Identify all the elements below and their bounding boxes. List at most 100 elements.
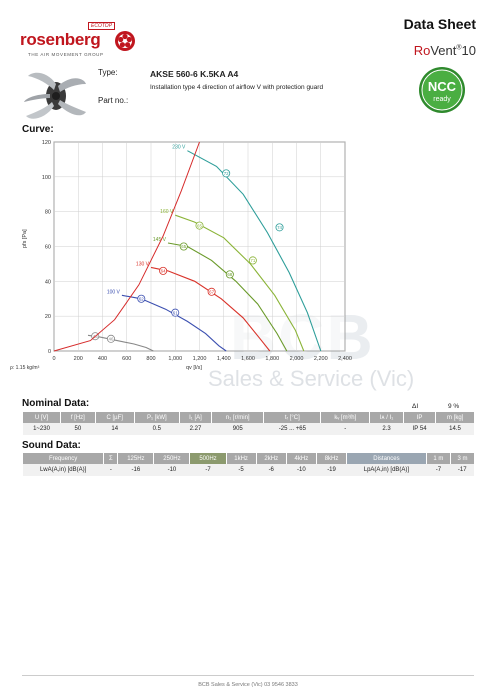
efficiency-marker-label: 65 [181, 244, 186, 249]
column-header: P₁ [kW] [133, 412, 180, 423]
column-header: kᵥ [m³/h] [320, 412, 370, 423]
x-tick-label: 1,200 [193, 356, 207, 362]
efficiency-marker-label: 62 [139, 296, 144, 301]
y-tick-label: 40 [45, 279, 51, 285]
table-cell: -7 [426, 464, 451, 476]
column-header: 4kHz [285, 453, 317, 464]
density-label: ρ: 1.15 kg/m³ [10, 365, 40, 371]
x-tick-label: 1,600 [241, 356, 255, 362]
column-header: 1 m [425, 453, 451, 464]
efficiency-marker [137, 294, 146, 303]
table-cell: 1~230 [22, 423, 61, 435]
y-tick-label: 120 [42, 140, 51, 146]
product-line: RoVent®10 [414, 43, 476, 58]
table-cell: 50 [60, 423, 96, 435]
table-cell: -10 [153, 464, 190, 476]
column-header: 125Hz [117, 453, 154, 464]
fan-wheel-icon [115, 31, 135, 51]
column-header: 8kHz [315, 453, 347, 464]
table-header-row: Frequency Σ 125Hz 250Hz 500Hz 1kHz 2kHz 4kHz 8kH… [21, 453, 474, 464]
table-cell: -10 [286, 464, 317, 476]
column-header: I₁ [A] [178, 412, 212, 423]
table-cell: 2.3 [369, 423, 404, 435]
column-header: IP [402, 412, 436, 423]
efficiency-marker [171, 308, 180, 317]
column-header: 3 m [450, 453, 474, 464]
efficiency-marker [106, 334, 115, 343]
type-value: AKSE 560-6 K.5KA A4 [150, 69, 239, 79]
efficiency-marker [207, 287, 216, 296]
footer-contact: BCB Sales & Service (Vic) 03 9546 3833 [198, 682, 298, 688]
efficiency-marker [275, 223, 284, 232]
efficiency-marker-label: 61 [173, 310, 178, 315]
column-header: Iᴀ / I₁ [369, 412, 404, 423]
x-tick-label: 2,200 [314, 356, 328, 362]
curve-heading: Curve: [22, 124, 54, 135]
series-label: 160 V [160, 209, 174, 215]
table-row: 1~230 50 14 0.5 2.27 905 -25 ... +65-2.3 IP 54 1… [22, 423, 474, 435]
efficiency-marker-label: 67 [209, 289, 214, 294]
column-header: Distances [346, 453, 427, 464]
column-header: n₁ [r/min] [211, 412, 264, 423]
x-tick-label: 0 [52, 356, 55, 362]
efficiency-marker-label: 72 [224, 171, 229, 176]
nominal-data-table: U [V] f [Hz] C [µF] P₁ [kW] I₁ [A] n₁ [r/min]… [21, 412, 474, 435]
column-header: C [µF] [94, 412, 135, 423]
series-label: 230 V [172, 145, 186, 151]
table-cell: -25 ... +65 [263, 423, 321, 435]
type-description: Installation type 4 direction of airflow… [150, 84, 324, 91]
footer-divider [22, 675, 474, 676]
efficiency-marker [222, 169, 231, 178]
table-cell: -16 [117, 464, 154, 476]
table-cell: -5 [226, 464, 257, 476]
ncc-ready-text: ready [433, 96, 451, 103]
y-axis-label: pfs [Pa] [22, 229, 28, 248]
y-tick-label: 80 [45, 210, 51, 216]
table-cell: 14.5 [435, 423, 474, 435]
y-tick-label: 20 [45, 314, 51, 320]
fan-curve-chart: 0 200 400 600 800 1,000 1,200 1,400 1,600 1,800 2,… [10, 140, 352, 371]
x-tick-label: 1,800 [265, 356, 279, 362]
column-header: 500Hz [189, 453, 227, 464]
x-tick-label: 800 [146, 356, 155, 362]
efficiency-marker-label: 46 [109, 337, 114, 342]
watermark-sales: Sales & Service (Vic) [208, 366, 415, 391]
brand-name: rosenberg [20, 30, 101, 49]
x-tick-label: 1,000 [168, 356, 182, 362]
partno-label: Part no.: [98, 96, 129, 105]
efficiency-marker [179, 242, 188, 251]
table-cell: - [320, 423, 370, 435]
registered-mark: ® [456, 44, 462, 52]
table-cell: LpA(A,in) [dB(A)] [346, 464, 427, 476]
nominal-heading: Nominal Data: [22, 398, 90, 409]
table-header-row: U [V] f [Hz] C [µF] P₁ [kW] I₁ [A] n₁ [r/min]… [21, 412, 474, 423]
table-cell: -19 [316, 464, 347, 476]
x-tick-label: 600 [122, 356, 131, 362]
table-cell: - [103, 464, 118, 476]
ncc-ready-badge: NCC ready [419, 67, 465, 113]
efficiency-marker [225, 270, 234, 279]
column-header: f [Hz] [60, 412, 96, 423]
efficiency-marker [195, 221, 204, 230]
delta-value: 9 % [448, 403, 460, 410]
column-header: Σ [103, 453, 118, 464]
column-header: 1kHz [225, 453, 257, 464]
efficiency-marker-label: 64 [161, 269, 166, 274]
x-axis-label: qv [l/s] [186, 365, 202, 371]
column-header: 250Hz [153, 453, 190, 464]
column-header: Frequency [21, 453, 104, 464]
sound-heading: Sound Data: [22, 440, 81, 451]
table-cell: 14 [95, 423, 135, 435]
series-line [187, 150, 322, 352]
y-tick-label: 0 [48, 349, 51, 355]
series-label: 100 V [107, 289, 121, 295]
table-cell: 0.5 [134, 423, 180, 435]
x-tick-label: 2,000 [290, 356, 304, 362]
efficiency-marker-label: 65 [197, 223, 202, 228]
limit-curve-line [53, 141, 200, 352]
table-cell: IP 54 [403, 423, 436, 435]
product-line-prefix: Ro [413, 43, 431, 58]
efficiency-marker [159, 266, 168, 275]
type-label: Type: [98, 68, 118, 77]
ncc-text: NCC [428, 79, 457, 94]
